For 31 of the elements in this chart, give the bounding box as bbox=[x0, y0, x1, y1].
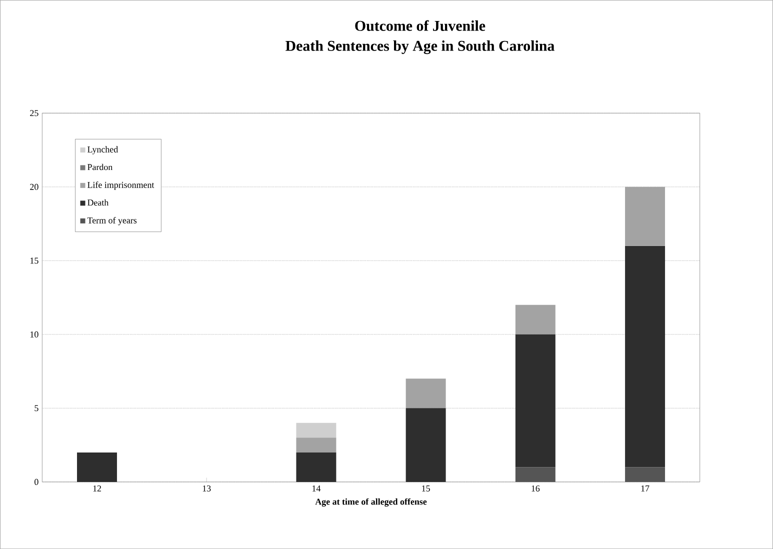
bar bbox=[296, 422, 336, 438]
x-tick-label: 12 bbox=[93, 485, 101, 492]
bar bbox=[625, 467, 666, 482]
x-tick-label: 14 bbox=[312, 485, 321, 492]
bar bbox=[515, 467, 556, 482]
x-tick-label: 16 bbox=[532, 485, 540, 492]
bar bbox=[515, 334, 556, 468]
legend-label: Death bbox=[88, 199, 109, 206]
y-tick-label: 0 bbox=[34, 478, 38, 485]
x-axis-title: Age at time of alleged offense bbox=[315, 498, 427, 507]
legend-label: Pardon bbox=[88, 164, 112, 170]
bar bbox=[406, 408, 446, 482]
bar bbox=[625, 186, 666, 246]
y-tick-label: 5 bbox=[34, 405, 38, 412]
chart-title: Outcome of Juvenile Death Sentences by Age in South Carolina bbox=[286, 20, 554, 54]
y-tick-label: 10 bbox=[30, 331, 38, 338]
legend-label: Lynched bbox=[88, 146, 118, 154]
bar bbox=[625, 246, 666, 468]
x-tick-label: 15 bbox=[422, 485, 430, 492]
legend-label: Life imprisonment bbox=[88, 181, 154, 190]
bar bbox=[296, 452, 336, 482]
y-tick-label: 20 bbox=[30, 184, 38, 190]
x-tick-label: 17 bbox=[641, 485, 650, 492]
bar bbox=[515, 304, 556, 334]
y-tick-label: 15 bbox=[30, 258, 38, 264]
bar bbox=[77, 452, 117, 482]
bar bbox=[296, 438, 336, 452]
y-tick-label: 25 bbox=[30, 110, 38, 116]
legend-label: Term of years bbox=[87, 216, 137, 226]
x-tick-label: 13 bbox=[202, 485, 211, 492]
bar bbox=[406, 378, 446, 408]
